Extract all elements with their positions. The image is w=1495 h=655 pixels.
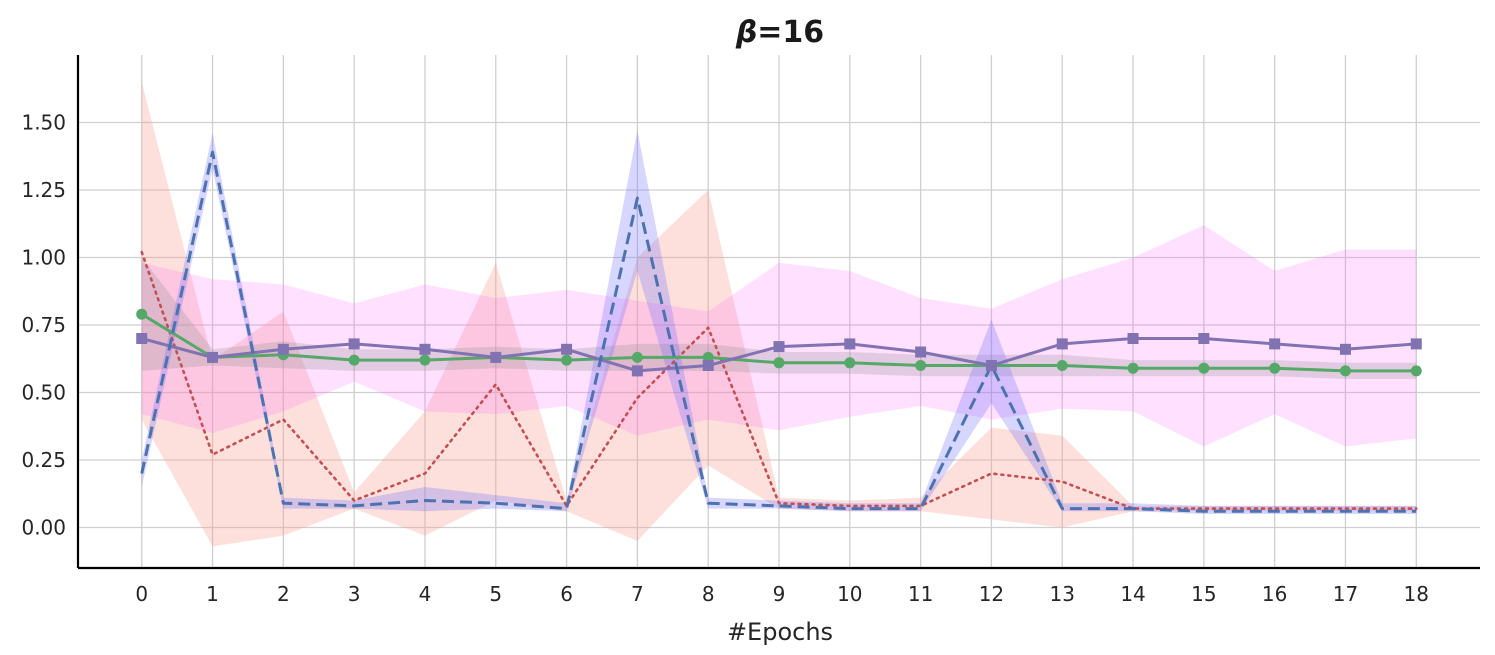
green-circles-band [141, 257, 1417, 379]
green-circles-point [419, 354, 431, 366]
y-tick-label: 1.25 [21, 178, 66, 202]
y-tick-label: 0.50 [21, 381, 66, 405]
tick-labels: 0 1 2 3 4 5 6 7 8 9 10 11 12 13 14 15 16 17 180.000.250.50… [21, 111, 1429, 607]
x-tick-label: 0 [135, 582, 148, 606]
x-tick-label: 7 [631, 582, 644, 606]
purple-squares-point [631, 365, 643, 377]
purple-squares-point [1269, 338, 1281, 350]
x-tick-label: 5 [489, 582, 502, 606]
green-circles-point [631, 351, 643, 363]
x-tick-label: 18 [1404, 582, 1429, 606]
x-tick-label: 13 [1050, 582, 1075, 606]
x-tick-label: 14 [1120, 582, 1145, 606]
green-circles-point [844, 357, 856, 369]
y-tick-label: 1.00 [21, 246, 66, 270]
purple-squares-point [207, 351, 219, 363]
green-circles-point [136, 308, 148, 320]
x-tick-label: 1 [206, 582, 219, 606]
y-tick-label: 0.75 [21, 313, 66, 337]
axes [76, 55, 1480, 570]
grid-lines [78, 55, 1480, 568]
purple-squares-point [1127, 333, 1139, 344]
x-tick-label: 2 [277, 582, 290, 606]
chart-title-value: =16 [757, 15, 824, 50]
green-circles-point [1339, 365, 1351, 377]
series-markers [136, 308, 1422, 377]
x-tick-label: 11 [908, 582, 933, 606]
x-tick-label: 15 [1191, 582, 1216, 606]
x-tick-label: 6 [560, 582, 573, 606]
purple-squares-point [136, 333, 148, 344]
x-tick-label: 8 [702, 582, 715, 606]
green-circles-point [561, 354, 573, 366]
purple-squares-point [702, 360, 714, 371]
purple-squares-point [844, 338, 856, 350]
green-circles-point [1056, 360, 1068, 371]
x-tick-label: 3 [348, 582, 361, 606]
x-tick-label: 10 [837, 582, 862, 606]
x-tick-label: 12 [979, 582, 1004, 606]
dashed-blue-line [140, 150, 1417, 513]
green-circles-point [773, 357, 785, 369]
purple-squares-point [1339, 343, 1351, 355]
chart-title: β=16 [735, 15, 824, 50]
purple-squares-point [985, 360, 997, 371]
purple-squares-point [277, 343, 289, 355]
green-circles-point [1410, 365, 1422, 377]
purple-squares-point [561, 343, 573, 355]
x-tick-label: 17 [1333, 582, 1358, 606]
y-tick-label: 0.25 [21, 448, 66, 472]
x-axis-label: #Epochs [727, 618, 833, 646]
purple-squares-point [348, 338, 360, 350]
y-tick-label: 0.00 [21, 516, 66, 540]
x-tick-label: 9 [773, 582, 786, 606]
chart-title-symbol: β [735, 15, 757, 50]
purple-squares-point [1198, 333, 1210, 344]
green-circles-point [1269, 362, 1281, 374]
y-tick-label: 1.50 [21, 111, 66, 135]
x-tick-label: 4 [419, 582, 432, 606]
purple-squares-point [1410, 338, 1422, 350]
purple-squares-point [419, 343, 431, 355]
dotted-red-line [140, 250, 1418, 510]
purple-squares-point [490, 351, 502, 363]
purple-squares-point [773, 341, 785, 353]
x-tick-label: 16 [1262, 582, 1287, 606]
purple-squares-point [1056, 338, 1068, 350]
green-circles-point [1198, 362, 1210, 374]
green-circles-point [915, 360, 927, 371]
magenta-band-band [141, 225, 1417, 447]
green-circles-point [348, 354, 360, 366]
purple-squares-point [915, 346, 927, 358]
green-circles-point [1127, 362, 1139, 374]
